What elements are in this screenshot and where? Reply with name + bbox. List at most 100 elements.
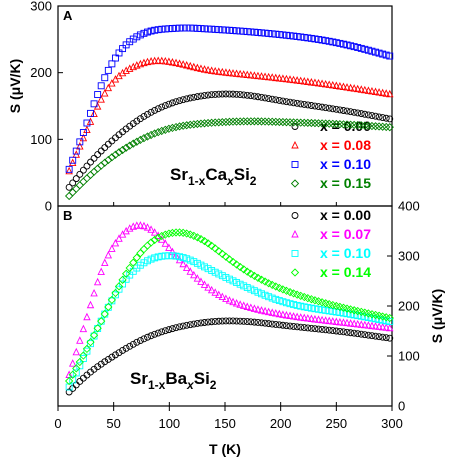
data-point xyxy=(193,274,202,282)
data-point xyxy=(225,117,234,126)
data-point xyxy=(79,166,87,174)
data-point xyxy=(208,91,216,99)
data-point xyxy=(311,78,319,86)
data-point xyxy=(335,120,345,129)
data-point xyxy=(208,266,216,274)
data-point xyxy=(87,340,94,348)
data-point xyxy=(114,148,124,157)
data-point xyxy=(307,304,315,312)
legend-label: x = 0.14 xyxy=(320,264,371,280)
data-point xyxy=(79,374,87,382)
data-point xyxy=(140,221,148,230)
data-point xyxy=(218,26,226,34)
data-point xyxy=(101,258,109,267)
data-point xyxy=(293,323,301,331)
data-point xyxy=(186,61,194,70)
data-point xyxy=(361,320,369,329)
data-point xyxy=(83,162,91,170)
data-point xyxy=(79,351,88,360)
data-point xyxy=(271,282,280,291)
data-point xyxy=(272,30,280,38)
data-point xyxy=(325,316,333,325)
compound-formula: Sr1-xBaxSi2 xyxy=(130,369,217,392)
data-point xyxy=(222,68,230,76)
data-point xyxy=(236,262,245,272)
data-point xyxy=(101,144,109,151)
data-point xyxy=(268,294,276,302)
data-point xyxy=(340,328,347,336)
data-point xyxy=(89,331,99,340)
x-tick-label: 150 xyxy=(214,416,236,431)
data-point xyxy=(154,329,162,337)
data-point xyxy=(264,117,273,126)
data-point xyxy=(150,129,159,138)
data-point xyxy=(211,90,219,98)
data-point xyxy=(115,49,123,57)
data-point xyxy=(232,299,241,307)
data-point xyxy=(250,92,258,100)
data-point xyxy=(339,318,348,326)
data-point xyxy=(157,126,166,136)
data-point xyxy=(215,317,223,325)
data-point xyxy=(133,338,141,346)
data-point xyxy=(332,105,340,113)
data-point xyxy=(82,344,92,354)
data-point xyxy=(275,31,283,38)
data-point xyxy=(64,376,74,386)
x-tick-label: 200 xyxy=(270,416,292,431)
data-point xyxy=(218,249,227,259)
data-point xyxy=(169,325,176,333)
data-point xyxy=(171,122,181,132)
data-point xyxy=(247,28,255,36)
data-point xyxy=(283,322,290,330)
data-point xyxy=(172,324,180,332)
data-point xyxy=(339,82,348,91)
data-point xyxy=(257,306,266,314)
data-point xyxy=(346,83,355,92)
data-point xyxy=(161,239,170,247)
data-point xyxy=(165,57,173,65)
data-point xyxy=(322,306,330,314)
data-point xyxy=(190,258,198,266)
data-point xyxy=(69,179,77,187)
data-point xyxy=(236,300,244,308)
y-tick-label: 100 xyxy=(30,132,52,147)
data-point xyxy=(190,320,198,328)
data-point xyxy=(175,59,184,67)
data-point xyxy=(318,79,326,87)
data-point xyxy=(93,277,102,286)
y-tick-label: 200 xyxy=(398,299,420,314)
data-point xyxy=(136,31,144,39)
data-point xyxy=(172,24,180,32)
data-point xyxy=(236,69,244,78)
data-point xyxy=(354,312,362,320)
data-point xyxy=(382,334,390,342)
data-point xyxy=(169,252,176,260)
data-point xyxy=(336,106,344,114)
data-point xyxy=(257,72,266,80)
data-point xyxy=(246,117,255,126)
data-point xyxy=(183,95,191,103)
data-point xyxy=(243,70,251,79)
data-point xyxy=(69,376,77,384)
data-point xyxy=(296,291,305,300)
data-point xyxy=(182,121,191,130)
data-point xyxy=(296,313,305,321)
data-point xyxy=(360,308,369,317)
data-point xyxy=(315,325,322,333)
data-point xyxy=(79,133,88,142)
data-point xyxy=(293,33,301,40)
data-point xyxy=(222,26,230,34)
data-point xyxy=(265,30,273,37)
data-point xyxy=(214,247,223,256)
data-point xyxy=(172,98,180,106)
data-point xyxy=(297,302,305,310)
data-point xyxy=(125,141,134,150)
data-point xyxy=(211,288,219,296)
data-point xyxy=(97,95,105,103)
data-point xyxy=(211,244,220,253)
data-point xyxy=(300,324,308,331)
data-point xyxy=(314,78,323,87)
data-point xyxy=(164,229,174,238)
data-point xyxy=(315,103,322,111)
